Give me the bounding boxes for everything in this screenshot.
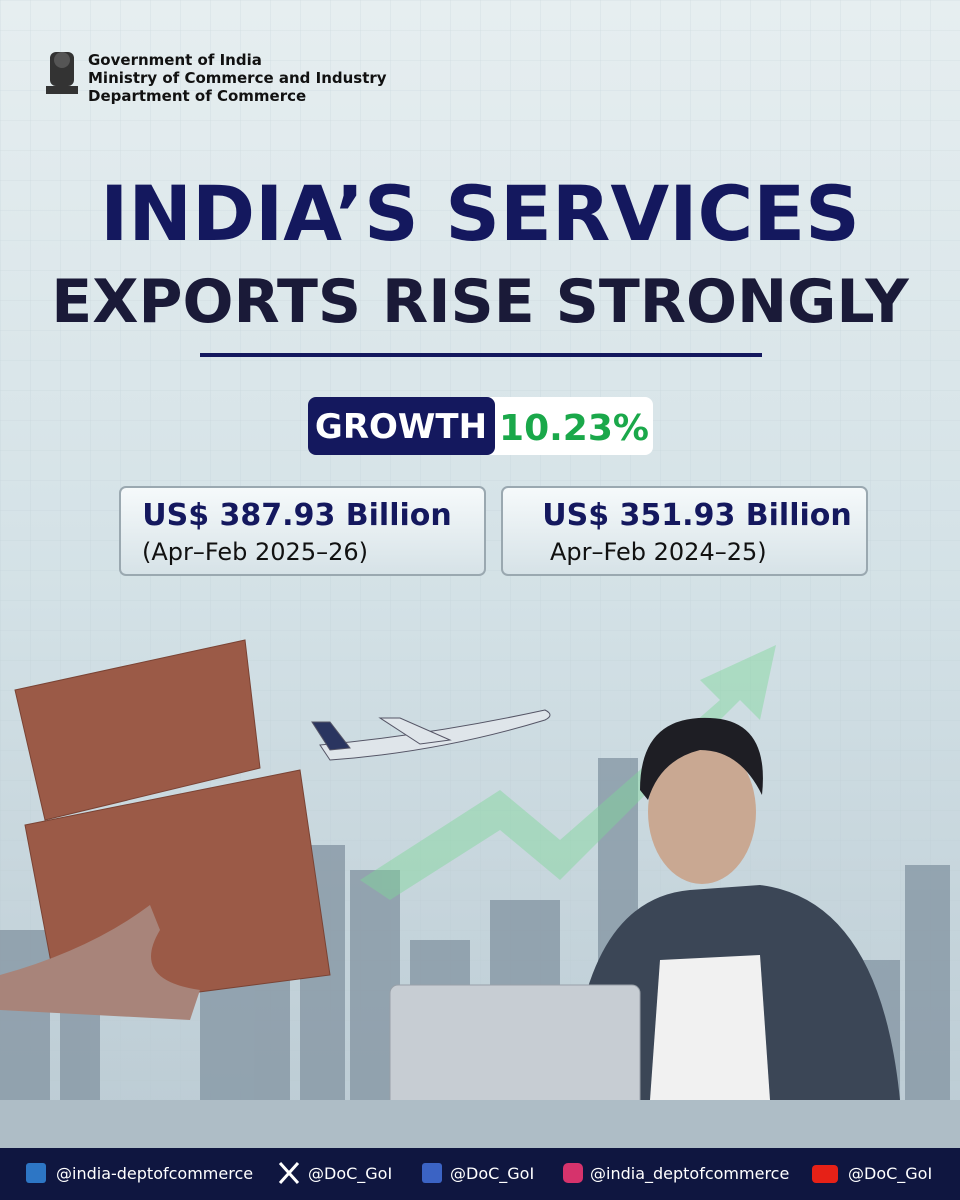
emblem bbox=[46, 52, 78, 94]
social-handle: @DoC_GoI bbox=[450, 1164, 534, 1184]
header-line: Ministry of Commerce and Industry bbox=[88, 69, 387, 87]
value-card bbox=[119, 486, 486, 576]
title-line: INDIA’S SERVICES bbox=[100, 169, 860, 258]
value-card bbox=[501, 486, 868, 576]
desk bbox=[0, 1100, 960, 1148]
x-icon bbox=[278, 1161, 300, 1185]
header-line: Government of India bbox=[88, 51, 262, 69]
social-handle: @india-deptofcommerce bbox=[56, 1164, 253, 1183]
social-handle: @DoC_GoI bbox=[308, 1164, 392, 1184]
airplane bbox=[311, 709, 551, 761]
facebook-icon bbox=[422, 1163, 442, 1183]
growth-arrow bbox=[360, 645, 776, 900]
header-line: Department of Commerce bbox=[88, 87, 306, 105]
social-handle: @DoC_GoI bbox=[848, 1164, 932, 1184]
card-amount: US$ 351.93 Billion bbox=[542, 498, 851, 533]
growth-label-box bbox=[308, 397, 495, 455]
hand bbox=[0, 905, 200, 1020]
youtube-icon bbox=[812, 1165, 838, 1183]
footer-bar bbox=[0, 1148, 960, 1200]
instagram-icon bbox=[563, 1163, 583, 1183]
card-amount: US$ 387.93 Billion bbox=[142, 498, 451, 533]
title-line: EXPORTS RISE STRONGLY bbox=[51, 267, 910, 337]
growth-label: GROWTH bbox=[315, 407, 487, 447]
linkedin-icon bbox=[26, 1163, 46, 1183]
card-period: Apr–Feb 2024–25) bbox=[550, 538, 767, 566]
social-handle: @india_deptofcommerce bbox=[590, 1164, 789, 1184]
growth-value: 10.23% bbox=[499, 408, 649, 449]
divider bbox=[200, 353, 762, 357]
card-period: (Apr–Feb 2025–26) bbox=[142, 538, 368, 566]
